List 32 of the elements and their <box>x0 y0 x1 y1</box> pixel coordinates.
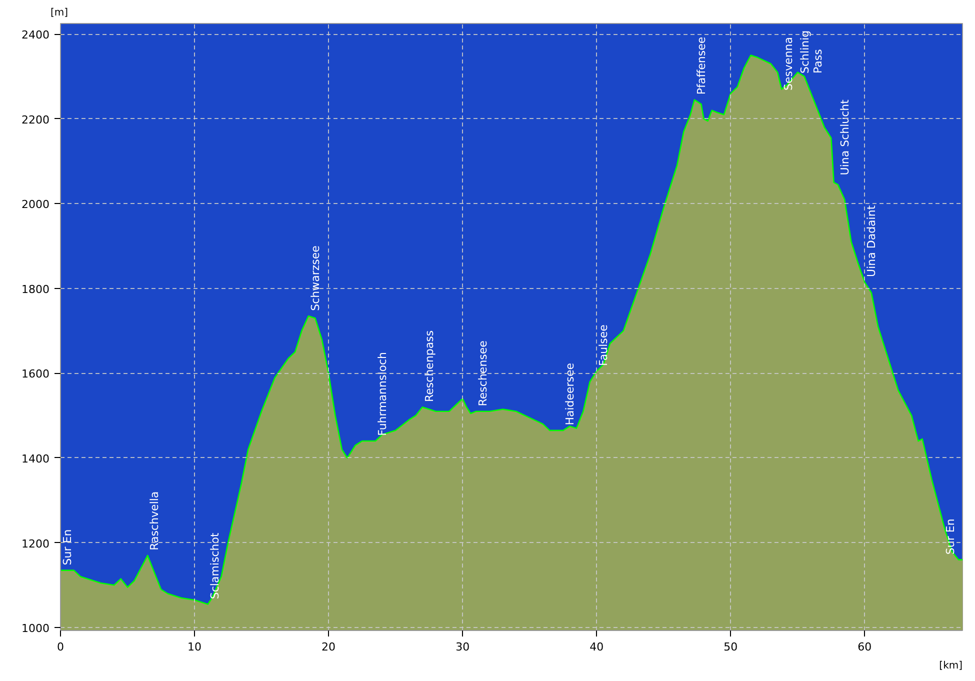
annotation: Reschensee <box>476 340 490 406</box>
annotation: Sesvenna <box>782 36 796 90</box>
y-tick-label: 2000 <box>22 198 50 212</box>
y-tick-label: 1800 <box>22 282 50 296</box>
annotation: Fuhrmannsloch <box>376 352 389 436</box>
y-tick-label: 2200 <box>22 113 50 126</box>
annotation: Schwarzsee <box>308 245 322 311</box>
x-axis-title: [km] <box>939 660 963 672</box>
annotation: Raschvella <box>148 491 162 550</box>
y-tick-label: 1200 <box>22 537 50 550</box>
x-tick-label: 40 <box>590 640 604 654</box>
annotation: Uina Schlucht <box>838 98 852 176</box>
y-tick-label: 1000 <box>22 622 50 636</box>
y-tick-label: 1400 <box>22 452 50 466</box>
x-tick-label: 20 <box>322 640 336 654</box>
annotation: Faulsee <box>597 324 610 366</box>
annotation: Sclamischot <box>208 532 222 600</box>
annotation: Sur En <box>944 518 957 555</box>
annotation: Schlinig Pass <box>798 30 824 74</box>
annotation: Sur En <box>61 529 74 566</box>
annotation: Reschenpass <box>422 330 436 402</box>
annotation: Haideersee <box>564 362 577 426</box>
annotation: Uina Dadaint <box>865 204 878 277</box>
y-tick-label: 1600 <box>22 368 50 381</box>
y-axis-title: [m] <box>50 8 68 18</box>
x-tick-label: 60 <box>858 640 872 654</box>
y-tick-label: 2400 <box>22 28 50 42</box>
x-tick-label: 0 <box>57 640 64 654</box>
x-tick-label: 10 <box>188 640 202 654</box>
annotation: Pfaffensee <box>694 36 708 95</box>
x-tick-label: 50 <box>724 640 738 654</box>
x-tick-label: 30 <box>456 640 470 654</box>
